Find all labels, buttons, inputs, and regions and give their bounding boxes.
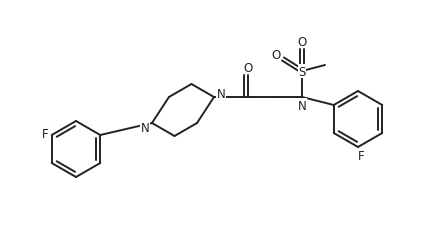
Text: S: S	[298, 65, 305, 78]
Text: O: O	[271, 48, 280, 61]
Text: N: N	[216, 87, 225, 100]
Text: N: N	[297, 99, 306, 112]
Text: F: F	[357, 150, 363, 163]
Text: O: O	[243, 61, 252, 74]
Text: F: F	[41, 127, 48, 140]
Text: O: O	[296, 35, 306, 48]
Text: N: N	[140, 121, 149, 134]
